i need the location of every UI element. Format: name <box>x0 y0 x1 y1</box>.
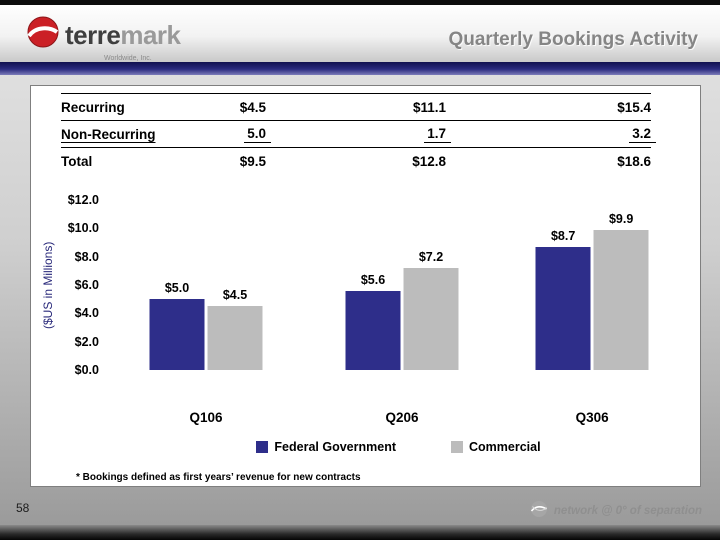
terremark-globe-icon <box>26 15 60 54</box>
y-tick-label: $8.0 <box>74 249 99 264</box>
cell-q106: $9.5 <box>239 154 266 169</box>
bar-group-q106: $5.0 $4.5 <box>149 281 263 370</box>
legend-swatch <box>451 441 463 453</box>
bar-group-q306: $8.7 $9.9 <box>535 212 649 370</box>
y-tick-label: $10.0 <box>67 221 99 236</box>
x-axis-label-q306: Q306 <box>575 410 609 425</box>
y-tick-label: $2.0 <box>74 334 99 349</box>
logo-text-terre: terre <box>65 19 121 50</box>
top-edge-bar <box>0 0 720 5</box>
bar-value-label: $7.2 <box>418 250 444 264</box>
bookings-table: Recurring $4.5 $11.1 $15.4 Non-Recurring… <box>61 93 656 175</box>
footer-brand-text: network @ 0° of separation <box>553 504 702 517</box>
y-tick-label: $0.0 <box>74 363 99 377</box>
legend-item-federal-government: Federal Government <box>256 440 396 454</box>
bar-value-label: $4.5 <box>222 288 248 302</box>
legend-swatch <box>256 441 269 453</box>
cell-q206: 1.7 <box>266 126 451 143</box>
cell-q306: $15.4 <box>617 99 651 115</box>
cell-q106: 5.0 <box>226 126 271 143</box>
footer-brand: network @ 0° of separation <box>530 500 702 521</box>
bar-q306-federal-government: $8.7 <box>535 229 591 370</box>
y-tick-label: $4.0 <box>74 306 99 321</box>
x-axis-label-q106: Q106 <box>189 410 223 425</box>
table-row-non-recurring: Non-Recurring 5.0 1.7 3.2 <box>61 121 656 148</box>
table-row-recurring: Recurring $4.5 $11.1 $15.4 <box>61 94 651 121</box>
bar-value-label: $5.0 <box>164 281 190 295</box>
bar-q206-federal-government: $5.6 <box>345 273 401 370</box>
table-row-total: Total $9.5 $12.8 $18.6 <box>61 148 651 175</box>
x-axis-label-q206: Q206 <box>385 410 419 425</box>
cell-q306: 3.2 <box>446 126 656 143</box>
bar-value-label: $5.6 <box>360 273 386 287</box>
bar-q106-federal-government: $5.0 <box>149 281 205 370</box>
cell-q206: $12.8 <box>412 154 446 169</box>
bar-plot: $5.0 $4.5 Q106 $5.6 $7.2 Q206 $8.7 $9.9 Q306 <box>106 200 691 425</box>
cell-q206: $11.1 <box>412 99 446 115</box>
bar-q106-commercial: $4.5 <box>207 288 263 370</box>
bar-group-q206: $5.6 $7.2 <box>345 250 459 370</box>
footnote: * Bookings defined as first years’ reven… <box>76 472 361 483</box>
row-label: Non-Recurring <box>61 126 156 142</box>
legend-item-commercial: Commercial <box>451 440 541 454</box>
content-panel: Recurring $4.5 $11.1 $15.4 Non-Recurring… <box>30 85 701 487</box>
cell-q306: $18.6 <box>617 154 651 169</box>
bottom-edge-bar <box>0 525 720 540</box>
legend-label: Commercial <box>469 440 541 454</box>
row-label: Recurring <box>61 99 125 115</box>
y-tick-label: $12.0 <box>67 193 99 207</box>
slide-number: 58 <box>16 501 30 515</box>
bar-value-label: $8.7 <box>550 229 576 243</box>
bar-q306-commercial: $9.9 <box>593 212 649 370</box>
y-tick-label: $6.0 <box>74 278 99 292</box>
legend-label: Federal Government <box>274 440 396 454</box>
bar-q206-commercial: $7.2 <box>403 250 459 370</box>
logo-text-mark: mark <box>120 19 181 50</box>
page-title: Quarterly Bookings Activity <box>448 29 698 50</box>
cell-q106: $4.5 <box>239 99 266 115</box>
globe-icon <box>530 500 548 521</box>
terremark-logo: terremark Worldwide, Inc. <box>26 15 181 62</box>
y-axis-ticks: $12.0 $10.0 $8.0 $6.0 $4.0 $2.0 $0.0 <box>31 193 99 377</box>
row-label: Total <box>61 154 93 169</box>
bar-value-label: $9.9 <box>608 212 634 226</box>
slide-header: terremark Worldwide, Inc. Quarterly Book… <box>0 5 720 62</box>
navy-divider-bar <box>0 62 720 75</box>
logo-subtitle: Worldwide, Inc. <box>104 55 152 62</box>
chart-legend: Federal Government Commercial <box>106 440 691 454</box>
logo-wordmark: terremark <box>65 19 181 50</box>
